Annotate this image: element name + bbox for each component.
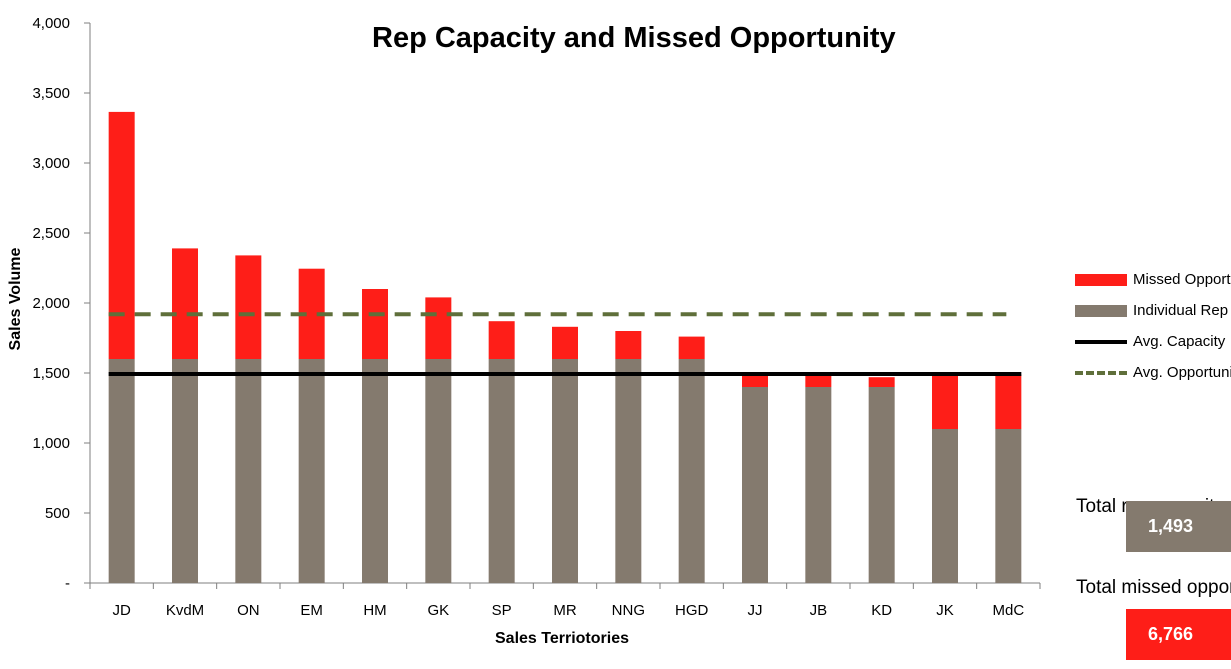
legend-item-avg-capacity: Avg. Capacity — [1075, 326, 1231, 357]
missed-opportunity-bar — [362, 289, 388, 359]
y-tick-label: 3,000 — [32, 155, 70, 172]
legend-item-avg-opportunity: Avg. Opportunity — [1075, 357, 1231, 388]
missed-opportunity-bar — [108, 111, 135, 360]
avg-capacity-line-swatch — [1075, 339, 1127, 344]
y-axis-label: Sales Volume — [7, 247, 24, 351]
capacity-bar — [108, 359, 135, 583]
x-tick-label: EM — [300, 602, 323, 619]
x-tick-label: GK — [427, 602, 449, 619]
y-tick-label: - — [65, 575, 70, 592]
x-tick-label: JJ — [748, 602, 763, 619]
total-missed-label: Total missed opportunity — [1076, 577, 1231, 598]
total-capacity-number: 1,493 — [1148, 516, 1194, 536]
capacity-bar — [615, 359, 642, 583]
x-tick-label: MdC — [992, 602, 1024, 619]
capacity-bar — [362, 359, 388, 583]
x-tick-label: KvdM — [166, 602, 204, 619]
x-tick-label: JD — [112, 602, 131, 619]
capacity-bar — [552, 359, 578, 583]
x-tick-label: JK — [936, 602, 954, 619]
tick-labels: - 500 1,000 1,500 2,000 2,500 3,000 3,500 4,000 J… — [32, 15, 1024, 619]
total-missed-value: 6,766 — [1126, 609, 1231, 660]
legend-label: Individual Rep Capacity — [1133, 302, 1231, 319]
missed-opportunity-bar — [172, 248, 198, 359]
x-tick-label: SP — [492, 602, 512, 619]
y-tick-label: 4,000 — [32, 15, 70, 32]
y-tick-label: 3,500 — [32, 85, 70, 102]
missed-opportunity-bar — [678, 336, 705, 359]
capacity-bar — [932, 429, 958, 583]
x-tick-label: NNG — [612, 602, 645, 619]
capacity-bar — [172, 359, 198, 583]
x-axis-label: Sales Terriotories — [495, 630, 629, 647]
missed-opportunity-bar — [488, 321, 515, 359]
capacity-bar — [742, 387, 768, 583]
capacity-bar — [488, 359, 515, 583]
missed-opportunity-bar — [995, 374, 1022, 429]
missed-opportunity-bar — [552, 326, 578, 359]
total-capacity-value: 1,493 — [1126, 501, 1231, 552]
legend-label: Avg. Capacity — [1133, 333, 1226, 350]
legend-label: Missed Opportunity — [1133, 271, 1231, 288]
chart-title: Rep Capacity and Missed Opportunity — [372, 22, 896, 54]
capacity-bar — [298, 359, 325, 583]
legend: Missed Opportunity Individual Rep Capaci… — [1075, 264, 1231, 388]
missed-opportunity-bar — [742, 374, 768, 387]
capacity-bar — [678, 359, 705, 583]
y-tick-label: 500 — [45, 505, 70, 522]
capacity-bar — [995, 429, 1022, 583]
capacity-bar — [805, 387, 832, 583]
total-missed-number: 6,766 — [1148, 624, 1194, 644]
x-tick-label: KD — [871, 602, 892, 619]
missed-opportunity-bar — [235, 255, 262, 359]
avg-opportunity-line-swatch — [1075, 370, 1127, 375]
bars — [108, 111, 1022, 583]
missed-opportunity-bar — [615, 331, 642, 359]
legend-item-missed: Missed Opportunity — [1075, 264, 1231, 295]
y-tick-label: 2,500 — [32, 225, 70, 242]
missed-swatch — [1075, 273, 1127, 286]
x-tick-label: MR — [553, 602, 576, 619]
reference-lines — [108, 312, 1022, 376]
x-tick-label: ON — [237, 602, 260, 619]
x-tick-label: HGD — [675, 602, 709, 619]
y-tick-label: 1,000 — [32, 435, 70, 452]
missed-opportunity-bar — [868, 377, 895, 387]
y-tick-label: 2,000 — [32, 295, 70, 312]
x-tick-label: HM — [363, 602, 386, 619]
x-tick-label: JB — [810, 602, 828, 619]
capacity-bar — [868, 387, 895, 583]
legend-item-capacity: Individual Rep Capacity — [1075, 295, 1231, 326]
missed-opportunity-bar — [425, 297, 452, 359]
capacity-bar — [425, 359, 452, 583]
missed-opportunity-bar — [932, 374, 958, 429]
legend-label: Avg. Opportunity — [1133, 364, 1231, 381]
capacity-bar — [235, 359, 262, 583]
y-tick-label: 1,500 — [32, 365, 70, 382]
missed-opportunity-bar — [805, 374, 832, 387]
capacity-swatch — [1075, 304, 1127, 317]
